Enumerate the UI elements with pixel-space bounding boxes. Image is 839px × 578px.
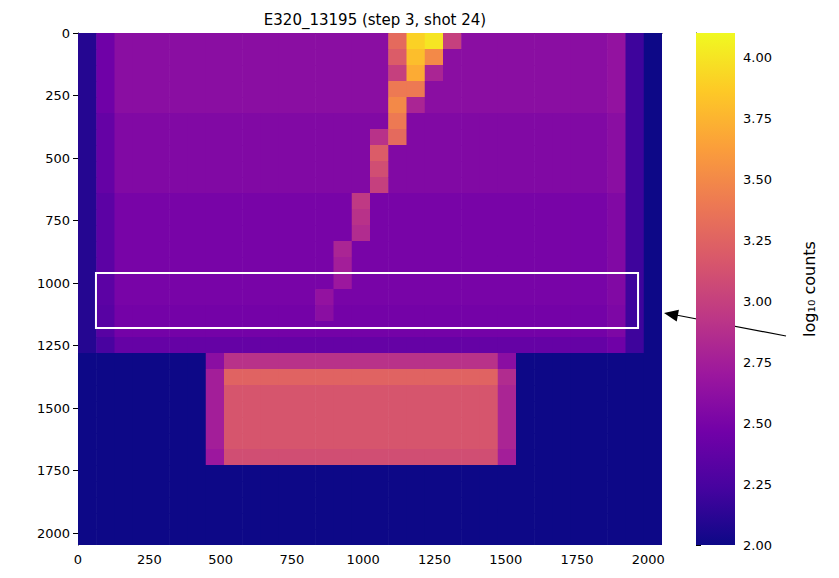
svg-text:500: 500	[45, 151, 70, 166]
svg-text:2.75: 2.75	[743, 355, 772, 370]
svg-text:0: 0	[74, 552, 82, 567]
svg-text:1500: 1500	[37, 401, 70, 416]
svg-text:1250: 1250	[37, 338, 70, 353]
svg-text:1750: 1750	[37, 463, 70, 478]
svg-text:750: 750	[279, 552, 304, 567]
svg-text:4.00: 4.00	[743, 50, 772, 65]
svg-text:2.50: 2.50	[743, 416, 772, 431]
svg-text:1000: 1000	[347, 552, 380, 567]
svg-text:250: 250	[45, 88, 70, 103]
svg-text:3.50: 3.50	[743, 172, 772, 187]
svg-text:2.00: 2.00	[743, 538, 772, 553]
svg-text:2000: 2000	[37, 526, 70, 541]
svg-text:2.25: 2.25	[743, 477, 772, 492]
svg-text:1500: 1500	[489, 552, 522, 567]
svg-text:1750: 1750	[560, 552, 593, 567]
svg-text:500: 500	[208, 552, 233, 567]
svg-text:log₁₀ counts: log₁₀ counts	[800, 241, 819, 337]
svg-text:1000: 1000	[37, 276, 70, 291]
svg-text:2000: 2000	[632, 552, 665, 567]
svg-text:E320_13195 (step 3, shot 24): E320_13195 (step 3, shot 24)	[264, 11, 486, 30]
svg-text:3.75: 3.75	[743, 111, 772, 126]
svg-text:250: 250	[137, 552, 162, 567]
svg-text:3.25: 3.25	[743, 233, 772, 248]
svg-text:1250: 1250	[418, 552, 451, 567]
svg-text:0: 0	[62, 26, 70, 41]
svg-text:750: 750	[45, 213, 70, 228]
svg-text:3.00: 3.00	[743, 294, 772, 309]
